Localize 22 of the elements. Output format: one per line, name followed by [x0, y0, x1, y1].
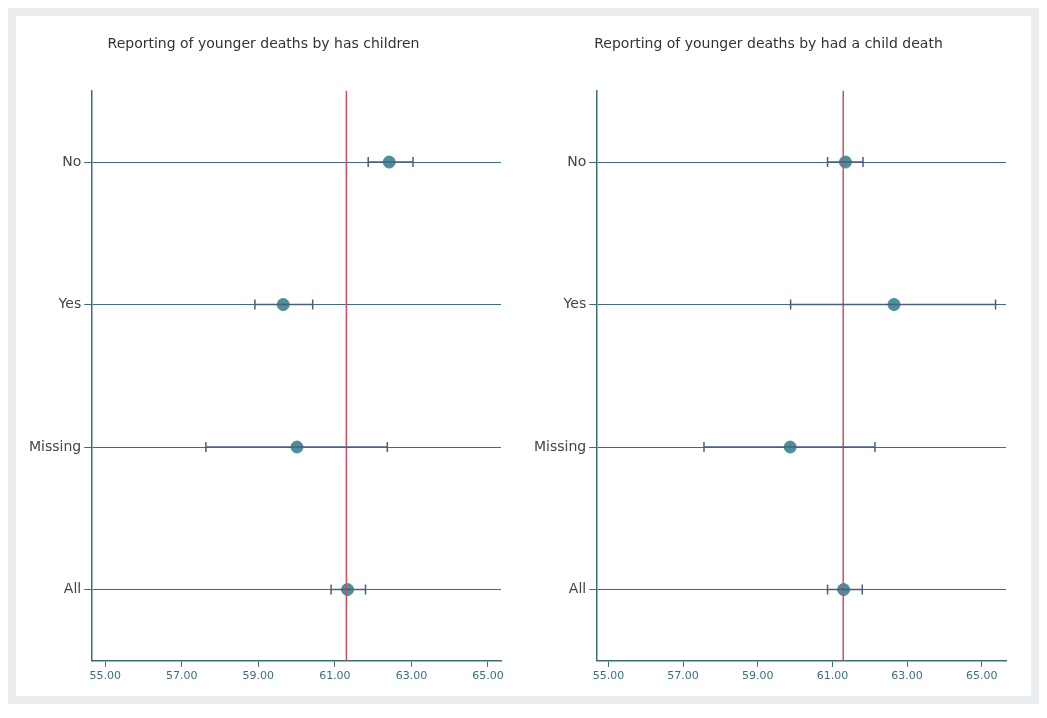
x-tick-label: 59.00 — [242, 669, 275, 683]
y-tick-label: Yes — [562, 295, 587, 312]
y-tick-label: Missing — [28, 437, 82, 454]
y-tick-label: No — [567, 152, 587, 169]
y-tick-label: All — [63, 580, 82, 597]
x-tick-label: 63.00 — [891, 669, 923, 683]
chart-title: Reporting of younger deaths by had a child death — [594, 35, 943, 52]
x-tick-label: 55.00 — [592, 669, 625, 683]
x-tick-label: 65.00 — [965, 669, 998, 683]
x-tick-label: 63.00 — [395, 669, 428, 683]
y-tick-label: No — [62, 152, 82, 169]
x-tick-label: 61.00 — [319, 669, 351, 683]
x-tick-label: 65.00 — [472, 669, 504, 683]
x-tick-label: 57.00 — [667, 669, 699, 683]
x-tick-label: 55.00 — [89, 669, 121, 683]
y-tick-label: Missing — [533, 437, 587, 454]
y-tick-label: All — [568, 580, 587, 597]
y-tick-label: Yes — [57, 295, 82, 312]
x-tick-label: 61.00 — [816, 669, 849, 683]
x-tick-label: 59.00 — [741, 669, 774, 683]
x-tick-label: 57.00 — [166, 669, 198, 683]
chart-title: Reporting of younger deaths by has children — [107, 35, 420, 52]
